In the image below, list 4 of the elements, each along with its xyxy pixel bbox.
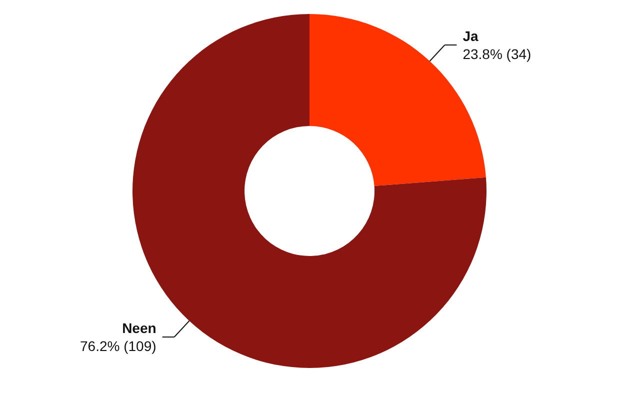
slice-label: Neen [122,320,156,336]
data-label: 23.8% (34) [462,46,532,62]
slice-label: Ja [462,28,478,44]
data-label: 76.2% (109) [80,338,156,354]
